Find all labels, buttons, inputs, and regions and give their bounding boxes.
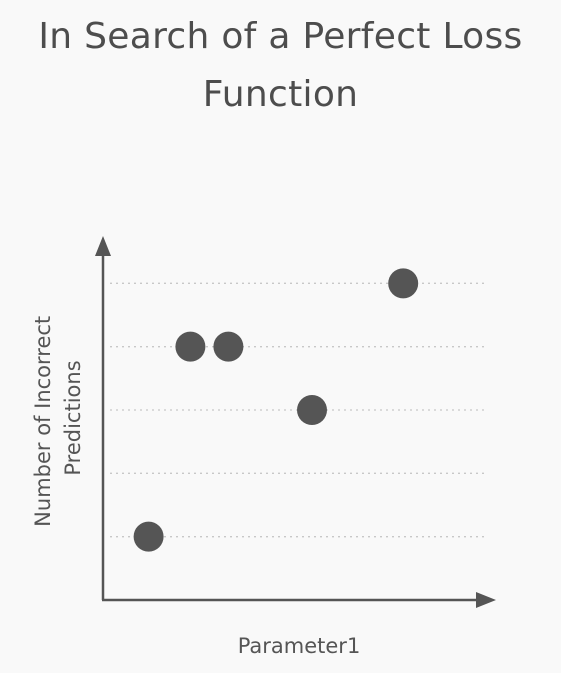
chart-title-line-1: In Search of a Perfect Loss xyxy=(38,16,523,57)
data-point-5 xyxy=(388,268,419,299)
data-point-3 xyxy=(213,331,244,362)
data-points xyxy=(133,268,419,552)
axes xyxy=(95,236,496,608)
chart-title-line-2: Function xyxy=(202,74,359,115)
y-axis-arrow-icon xyxy=(95,236,111,256)
y-axis-label: Number of Incorrect Predictions xyxy=(31,309,85,527)
y-axis-label-line-1: Number of Incorrect xyxy=(31,316,55,527)
y-axis-label-line-2: Predictions xyxy=(61,360,85,475)
data-point-1 xyxy=(133,521,164,552)
data-point-4 xyxy=(297,395,327,425)
data-point-2 xyxy=(175,331,206,362)
x-axis-label: Parameter1 xyxy=(238,634,361,658)
x-axis-arrow-icon xyxy=(476,592,496,608)
chart-title: In Search of a Perfect Loss Function xyxy=(0,8,561,124)
